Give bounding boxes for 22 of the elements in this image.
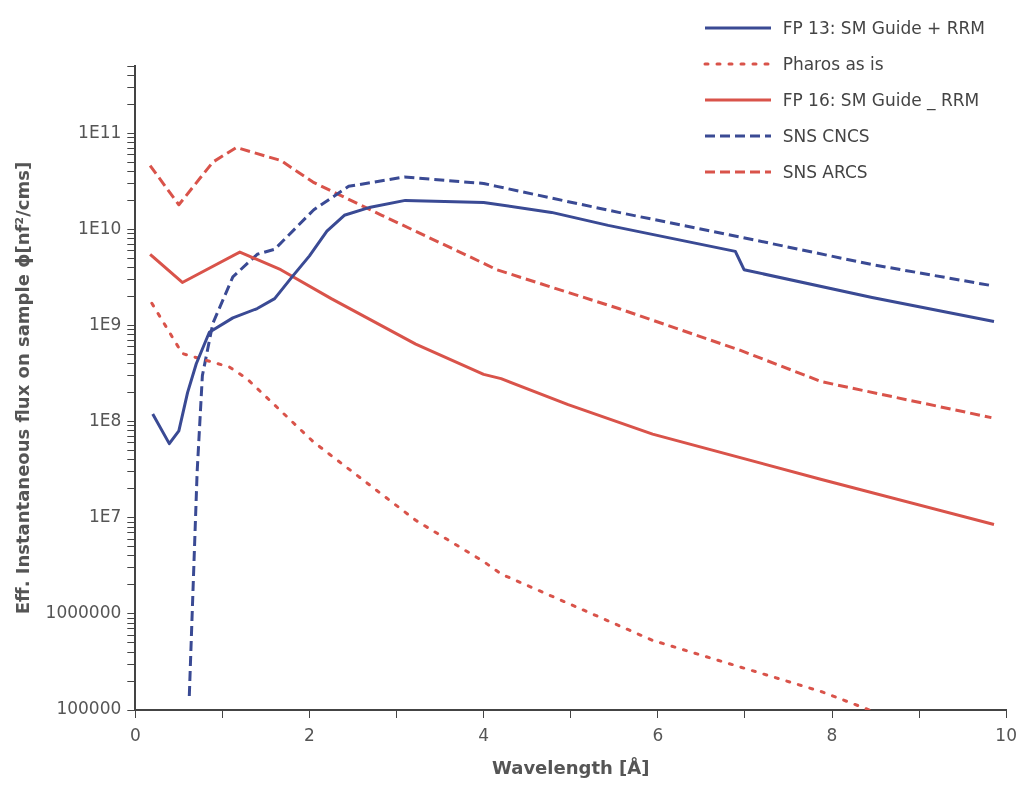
x-tick-label: 0	[129, 724, 141, 745]
y-tick-label: 100000	[56, 698, 122, 719]
y-tick-label: 1E11	[78, 121, 122, 142]
legend-label: SNS CNCS	[782, 126, 870, 146]
x-axis-title: Wavelength [Å]	[492, 755, 650, 778]
y-tick-label: 1E10	[78, 217, 122, 238]
line-series	[148, 145, 993, 420]
y-tick-label: 1000000	[45, 602, 122, 623]
x-tick-label: 2	[304, 724, 315, 745]
y-axis-title: Eff. Instantaneous flux on sample ϕ[nf²/cms]	[12, 161, 34, 615]
line-series	[150, 301, 871, 710]
y-tick-label: 1E8	[88, 410, 122, 431]
y-tick-label: 1E9	[88, 313, 122, 334]
y-tick-label: 1E7	[88, 506, 122, 527]
x-tick-label: 6	[652, 724, 664, 745]
x-tick-label: 4	[478, 724, 490, 745]
legend-label: Pharos as is	[782, 54, 884, 74]
legend-label: FP 13: SM Guide + RRM	[782, 18, 985, 38]
legend-label: FP 16: SM Guide _ RRM	[782, 90, 980, 110]
x-tick-label: 8	[826, 724, 838, 745]
x-tick-label: 10	[995, 724, 1017, 745]
legend-label: SNS ARCS	[782, 162, 868, 182]
